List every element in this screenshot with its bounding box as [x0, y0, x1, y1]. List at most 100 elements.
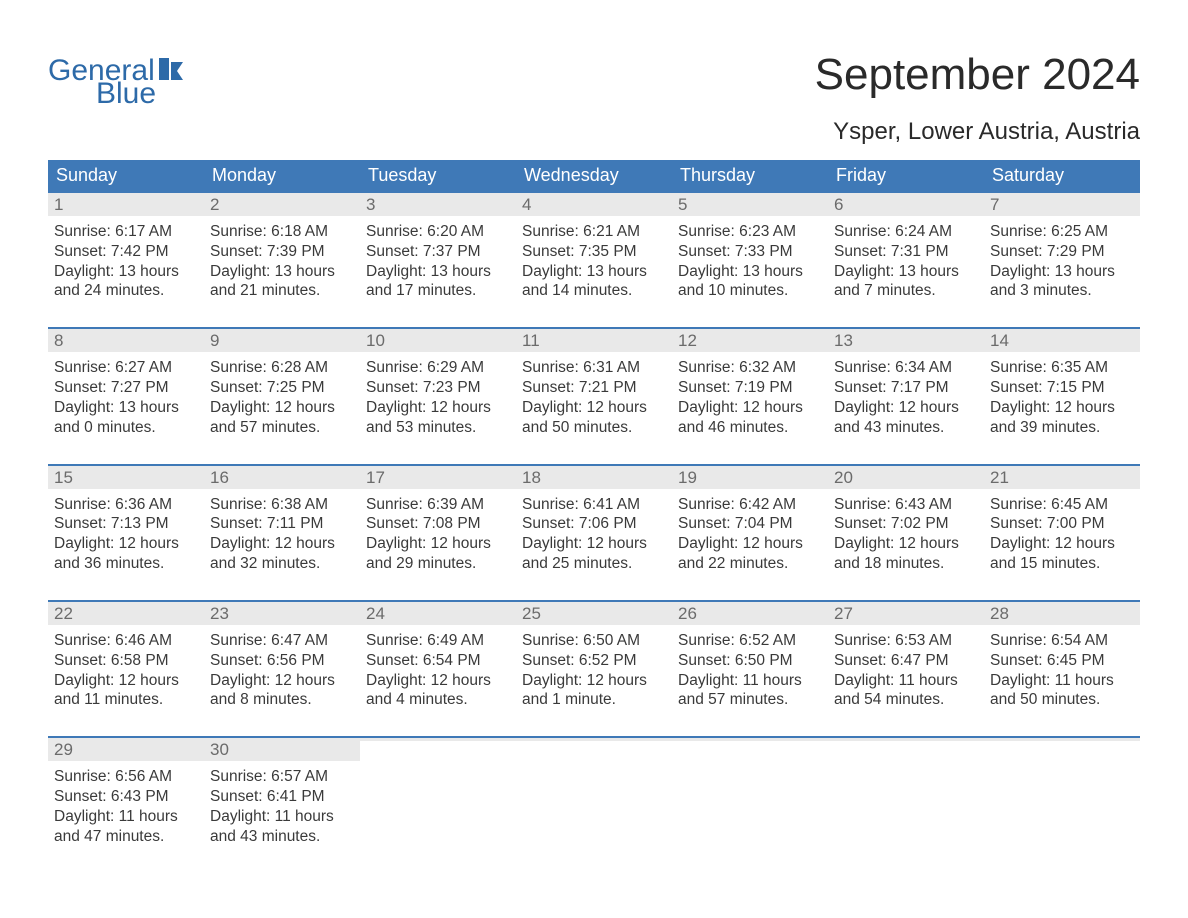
sunrise-text: Sunrise: 6:24 AM: [834, 222, 978, 242]
brand-logo: General Blue: [48, 56, 193, 107]
sunset-text: Sunset: 7:19 PM: [678, 378, 822, 398]
daylight-text: and 50 minutes.: [522, 418, 666, 438]
daylight-text: Daylight: 12 hours: [210, 534, 354, 554]
sunset-text: Sunset: 7:15 PM: [990, 378, 1134, 398]
day-details: Sunrise: 6:28 AMSunset: 7:25 PMDaylight:…: [204, 352, 360, 437]
sunrise-text: Sunrise: 6:28 AM: [210, 358, 354, 378]
day-details: Sunrise: 6:31 AMSunset: 7:21 PMDaylight:…: [516, 352, 672, 437]
daylight-text: Daylight: 12 hours: [210, 671, 354, 691]
daylight-text: and 24 minutes.: [54, 281, 198, 301]
daylight-text: and 18 minutes.: [834, 554, 978, 574]
day-details: Sunrise: 6:27 AMSunset: 7:27 PMDaylight:…: [48, 352, 204, 437]
daylight-text: Daylight: 13 hours: [54, 262, 198, 282]
sunset-text: Sunset: 7:31 PM: [834, 242, 978, 262]
day-details: Sunrise: 6:54 AMSunset: 6:45 PMDaylight:…: [984, 625, 1140, 710]
calendar-day: 8Sunrise: 6:27 AMSunset: 7:27 PMDaylight…: [48, 329, 204, 437]
sunset-text: Sunset: 7:29 PM: [990, 242, 1134, 262]
calendar-day: 15Sunrise: 6:36 AMSunset: 7:13 PMDayligh…: [48, 466, 204, 574]
sunset-text: Sunset: 7:39 PM: [210, 242, 354, 262]
calendar-day: 20Sunrise: 6:43 AMSunset: 7:02 PMDayligh…: [828, 466, 984, 574]
calendar-day: 19Sunrise: 6:42 AMSunset: 7:04 PMDayligh…: [672, 466, 828, 574]
day-details: Sunrise: 6:43 AMSunset: 7:02 PMDaylight:…: [828, 489, 984, 574]
calendar-week: 1Sunrise: 6:17 AMSunset: 7:42 PMDaylight…: [48, 191, 1140, 301]
sunrise-text: Sunrise: 6:56 AM: [54, 767, 198, 787]
calendar-day: 12 Sunrise: 6:32 AMSunset: 7:19 PMDayligh…: [672, 329, 828, 437]
daylight-text: and 29 minutes.: [366, 554, 510, 574]
sunrise-text: Sunrise: 6:43 AM: [834, 495, 978, 515]
flag-icon: [159, 56, 193, 86]
day-number: 10: [360, 329, 516, 352]
sunset-text: Sunset: 7:04 PM: [678, 514, 822, 534]
brand-name-2: Blue: [96, 80, 156, 107]
sunset-text: Sunset: 7:11 PM: [210, 514, 354, 534]
daylight-text: and 22 minutes.: [678, 554, 822, 574]
calendar-day: 9Sunrise: 6:28 AMSunset: 7:25 PMDaylight…: [204, 329, 360, 437]
daylight-text: Daylight: 11 hours: [990, 671, 1134, 691]
weekday-header: Thursday: [672, 160, 828, 191]
calendar-day: [672, 738, 828, 846]
calendar-day: 7Sunrise: 6:25 AMSunset: 7:29 PMDaylight…: [984, 193, 1140, 301]
day-details: [516, 741, 672, 747]
calendar-day: [516, 738, 672, 846]
day-number: 26: [672, 602, 828, 625]
daylight-text: Daylight: 12 hours: [366, 398, 510, 418]
day-details: Sunrise: 6:45 AMSunset: 7:00 PMDaylight:…: [984, 489, 1140, 574]
sunset-text: Sunset: 6:47 PM: [834, 651, 978, 671]
day-details: Sunrise: 6:56 AMSunset: 6:43 PMDaylight:…: [48, 761, 204, 846]
daylight-text: Daylight: 12 hours: [678, 398, 822, 418]
daylight-text: Daylight: 12 hours: [522, 398, 666, 418]
title-block: September 2024 Ysper, Lower Austria, Aus…: [815, 30, 1140, 146]
sunrise-text: Sunrise: 6:57 AM: [210, 767, 354, 787]
day-number: 12: [672, 329, 828, 352]
day-details: Sunrise: 6:18 AMSunset: 7:39 PMDaylight:…: [204, 216, 360, 301]
weekday-header: Tuesday: [360, 160, 516, 191]
sunrise-text: Sunrise: 6:53 AM: [834, 631, 978, 651]
day-number: 18: [516, 466, 672, 489]
daylight-text: and 54 minutes.: [834, 690, 978, 710]
daylight-text: Daylight: 12 hours: [210, 398, 354, 418]
calendar-day: 22Sunrise: 6:46 AMSunset: 6:58 PMDayligh…: [48, 602, 204, 710]
day-details: Sunrise: 6:20 AMSunset: 7:37 PMDaylight:…: [360, 216, 516, 301]
daylight-text: and 36 minutes.: [54, 554, 198, 574]
calendar-week: 15Sunrise: 6:36 AMSunset: 7:13 PMDayligh…: [48, 464, 1140, 574]
calendar-day: 3Sunrise: 6:20 AMSunset: 7:37 PMDaylight…: [360, 193, 516, 301]
day-details: Sunrise: 6:46 AMSunset: 6:58 PMDaylight:…: [48, 625, 204, 710]
daylight-text: and 43 minutes.: [834, 418, 978, 438]
daylight-text: Daylight: 11 hours: [210, 807, 354, 827]
sunset-text: Sunset: 7:33 PM: [678, 242, 822, 262]
day-details: Sunrise: 6:21 AMSunset: 7:35 PMDaylight:…: [516, 216, 672, 301]
calendar-day: 23Sunrise: 6:47 AMSunset: 6:56 PMDayligh…: [204, 602, 360, 710]
day-number: 17: [360, 466, 516, 489]
daylight-text: Daylight: 13 hours: [522, 262, 666, 282]
sunset-text: Sunset: 7:00 PM: [990, 514, 1134, 534]
sunset-text: Sunset: 6:58 PM: [54, 651, 198, 671]
day-number: 15: [48, 466, 204, 489]
calendar-day: [984, 738, 1140, 846]
day-number: 5: [672, 193, 828, 216]
sunrise-text: Sunrise: 6:50 AM: [522, 631, 666, 651]
sunset-text: Sunset: 7:37 PM: [366, 242, 510, 262]
sunrise-text: Sunrise: 6:21 AM: [522, 222, 666, 242]
calendar-day: 30Sunrise: 6:57 AMSunset: 6:41 PMDayligh…: [204, 738, 360, 846]
daylight-text: Daylight: 12 hours: [990, 534, 1134, 554]
sunrise-text: Sunrise: 6:46 AM: [54, 631, 198, 651]
month-title: September 2024: [815, 50, 1140, 100]
sunrise-text: Sunrise: 6:32 AM: [678, 358, 822, 378]
daylight-text: and 57 minutes.: [678, 690, 822, 710]
sunrise-text: Sunrise: 6:20 AM: [366, 222, 510, 242]
day-details: Sunrise: 6:47 AMSunset: 6:56 PMDaylight:…: [204, 625, 360, 710]
calendar-week: 22Sunrise: 6:46 AMSunset: 6:58 PMDayligh…: [48, 600, 1140, 710]
calendar-day: 5Sunrise: 6:23 AMSunset: 7:33 PMDaylight…: [672, 193, 828, 301]
daylight-text: and 14 minutes.: [522, 281, 666, 301]
sunset-text: Sunset: 7:25 PM: [210, 378, 354, 398]
sunset-text: Sunset: 7:17 PM: [834, 378, 978, 398]
day-number: 30: [204, 738, 360, 761]
sunrise-text: Sunrise: 6:41 AM: [522, 495, 666, 515]
daylight-text: and 43 minutes.: [210, 827, 354, 847]
day-number: 28: [984, 602, 1140, 625]
calendar-day: 21Sunrise: 6:45 AMSunset: 7:00 PMDayligh…: [984, 466, 1140, 574]
calendar-day: 2Sunrise: 6:18 AMSunset: 7:39 PMDaylight…: [204, 193, 360, 301]
daylight-text: Daylight: 11 hours: [834, 671, 978, 691]
day-number: 16: [204, 466, 360, 489]
sunrise-text: Sunrise: 6:34 AM: [834, 358, 978, 378]
